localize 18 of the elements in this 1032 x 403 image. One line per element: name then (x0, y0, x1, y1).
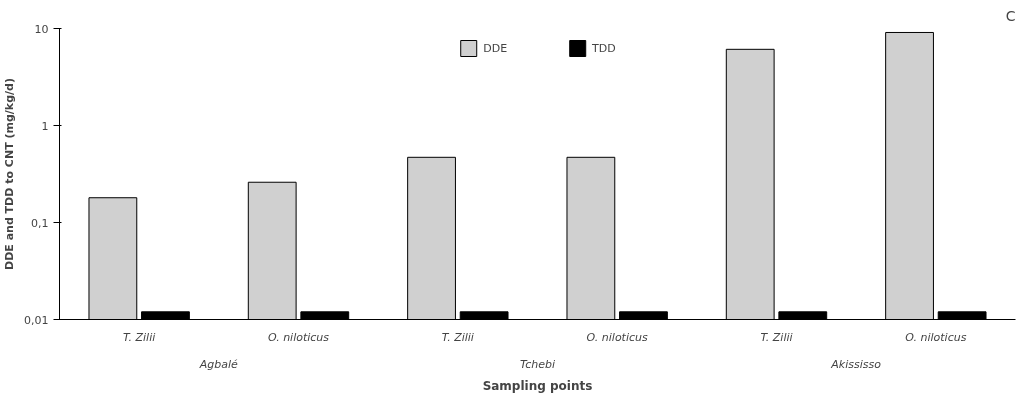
x-tick-label: O. niloticus (905, 330, 967, 344)
legend-label: DDE (483, 41, 508, 55)
x-tick-label: T. Zilii (760, 330, 793, 344)
y-tick-label: 0,01 (24, 313, 49, 327)
text: Agbalé (198, 357, 239, 371)
text: Tchebi (519, 357, 556, 371)
x-tick-label: O. niloticus (586, 330, 649, 344)
legend-label: TDD (592, 41, 616, 55)
x-tick-label: T. Zilii (123, 330, 156, 344)
x-tick-label: O. niloticus (267, 330, 330, 344)
y-tick-label: 0,1 (31, 216, 49, 230)
x-tick-label: T. Zilii (441, 330, 474, 344)
chart-title: C (1005, 7, 1016, 24)
y-axis-title: DDE and TDD to CNT (mg/kg/d) (3, 78, 17, 270)
y-tick-label: 1 (41, 119, 49, 133)
y-tick-label: 10 (34, 22, 49, 36)
x-axis-title: Sampling points (482, 378, 593, 393)
text: Akississo (830, 357, 882, 371)
